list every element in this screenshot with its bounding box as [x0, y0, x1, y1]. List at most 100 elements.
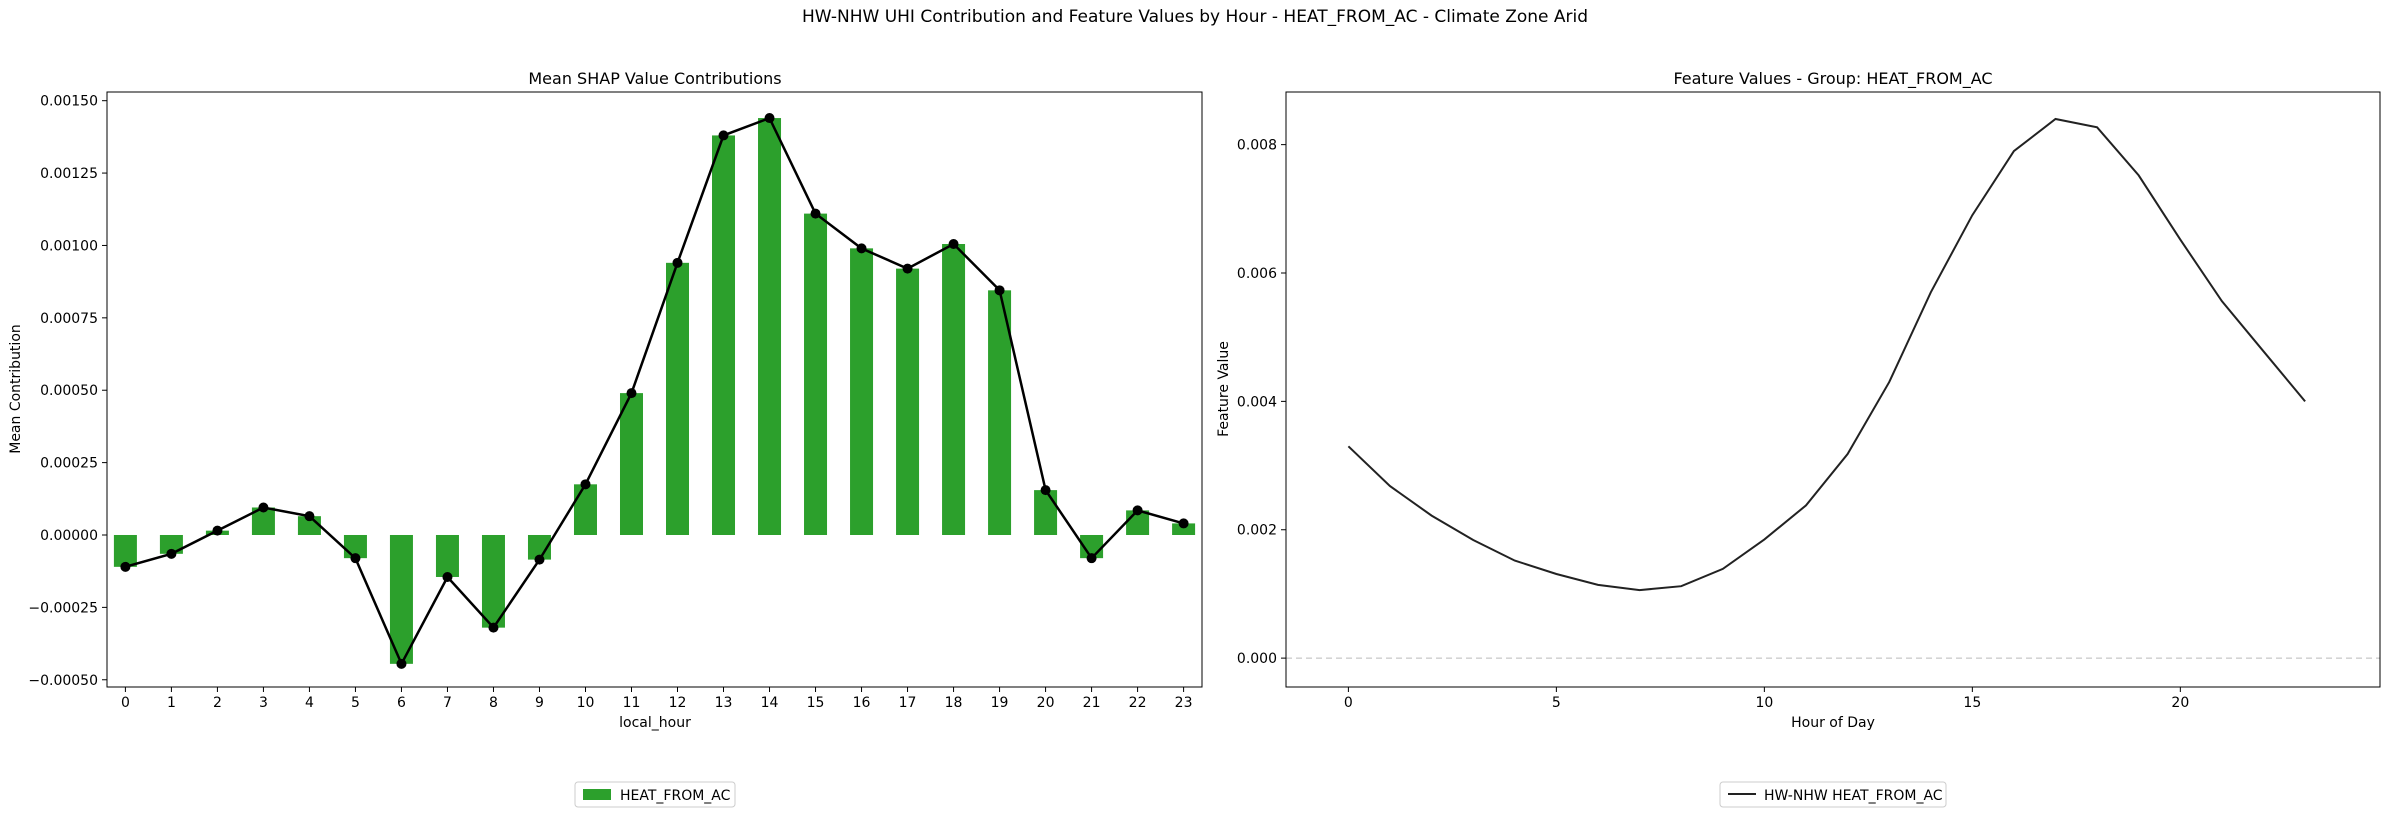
shap-point — [672, 257, 683, 268]
shap-point — [1086, 553, 1097, 564]
shap-bar — [251, 507, 275, 535]
shap-x-tick-label: 13 — [715, 695, 733, 711]
shap-y-tick-label: 0.00075 — [40, 311, 98, 327]
shap-point — [350, 553, 361, 564]
shap-x-tick-label: 1 — [167, 695, 176, 711]
shap-point — [396, 658, 407, 669]
shap-bar — [666, 262, 690, 535]
shap-x-tick-label: 20 — [1037, 695, 1055, 711]
shap-x-tick-label: 17 — [899, 695, 917, 711]
feature-chart-title: Feature Values - Group: HEAT_FROM_AC — [1673, 69, 1992, 89]
shap-point — [580, 479, 591, 490]
shap-y-tick-label: 0.00025 — [40, 456, 98, 472]
shap-y-tick-label: −0.00050 — [28, 673, 98, 689]
shap-bar — [804, 213, 828, 535]
feature-y-tick-label: 0.002 — [1237, 523, 1277, 539]
shap-x-tick-label: 15 — [807, 695, 825, 711]
feature-x-tick-label: 10 — [1755, 695, 1773, 711]
shap-y-tick-label: 0.00050 — [40, 383, 98, 399]
shap-y-tick-label: 0.00150 — [40, 94, 98, 110]
shap-x-tick-label: 2 — [213, 695, 222, 711]
feature-x-tick-label: 0 — [1344, 695, 1353, 711]
shap-point — [856, 243, 867, 254]
shap-legend-frame — [574, 781, 736, 808]
feature-plot-frame — [1285, 91, 2381, 688]
shap-x-tick-label: 12 — [669, 695, 687, 711]
shap-point — [1040, 485, 1051, 496]
feature-y-tick-label: 0.000 — [1237, 651, 1277, 667]
shap-point — [718, 130, 729, 141]
shap-x-tick-label: 16 — [853, 695, 871, 711]
shap-y-tick-label: 0.00100 — [40, 238, 98, 254]
feature-y-axis-label: Feature Value — [1216, 341, 1232, 437]
shap-chart: Mean SHAP Value Contributions 0.00150 0.0… — [8, 69, 1203, 808]
feature-x-axis-label: Hour of Day — [1791, 715, 1875, 731]
feature-series-line — [1347, 117, 2306, 592]
shap-legend-label: HEAT_FROM_AC — [620, 788, 731, 804]
shap-bar — [1172, 523, 1196, 535]
shap-x-tick-label: 9 — [535, 695, 544, 711]
feature-legend-frame — [1719, 781, 1947, 808]
feature-x-tick-label: 20 — [2171, 695, 2189, 711]
shap-x-tick-label: 11 — [623, 695, 641, 711]
shap-y-axis-label: Mean Contribution — [8, 324, 24, 454]
shap-point — [810, 208, 821, 219]
shap-point — [488, 622, 499, 633]
shap-bar — [389, 534, 413, 664]
shap-trend-line — [125, 116, 1184, 667]
shap-bar — [159, 534, 183, 554]
shap-x-tick-label: 5 — [351, 695, 360, 711]
shap-x-tick-label: 0 — [121, 695, 130, 711]
shap-bar — [113, 534, 137, 567]
shap-bar — [1034, 490, 1058, 535]
shap-y-tick-label: −0.00025 — [28, 600, 98, 616]
shap-point — [994, 285, 1005, 296]
shap-y-tick-label: 0.00125 — [40, 166, 98, 182]
shap-legend: HEAT_FROM_AC — [574, 781, 736, 808]
shap-bar — [850, 248, 874, 535]
shap-x-tick-label: 7 — [443, 695, 452, 711]
shap-point — [626, 388, 637, 399]
feature-legend-label: HW-NHW HEAT_FROM_AC — [1764, 788, 1943, 804]
shap-point — [442, 571, 453, 582]
shap-bar — [527, 534, 551, 560]
shap-bar — [942, 244, 966, 535]
shap-point — [258, 502, 269, 513]
shap-bar — [758, 118, 782, 535]
shap-bar — [435, 534, 459, 577]
feature-chart: Feature Values - Group: HEAT_FROM_AC 0.0… — [1216, 69, 2381, 808]
feature-x-tick-label: 15 — [1963, 695, 1981, 711]
feature-y-tick-label: 0.004 — [1237, 394, 1277, 410]
shap-x-tick-label: 18 — [945, 695, 963, 711]
feature-legend: HW-NHW HEAT_FROM_AC — [1719, 781, 1947, 808]
feature-y-tick-label: 0.006 — [1237, 266, 1277, 282]
shap-point — [534, 554, 545, 565]
shap-point — [1132, 505, 1143, 516]
shap-x-tick-label: 3 — [259, 695, 268, 711]
shap-plot-frame — [106, 91, 1203, 688]
shap-point — [304, 511, 315, 522]
shap-bar — [896, 268, 920, 535]
figure-title: HW-NHW UHI Contribution and Feature Valu… — [802, 7, 1588, 27]
shap-legend-swatch — [583, 789, 611, 800]
shap-point — [902, 263, 913, 274]
shap-x-tick-label: 14 — [761, 695, 779, 711]
shap-bar — [712, 135, 736, 535]
feature-y-tick-label: 0.008 — [1237, 138, 1277, 154]
shap-point — [212, 525, 223, 536]
feature-x-tick-label: 5 — [1552, 695, 1561, 711]
shap-x-tick-label: 10 — [577, 695, 595, 711]
shap-bar — [481, 534, 505, 628]
shap-bar — [619, 393, 643, 535]
shap-x-tick-label: 23 — [1175, 695, 1193, 711]
shap-x-axis-label: local_hour — [619, 715, 691, 731]
shap-x-tick-label: 19 — [991, 695, 1009, 711]
shap-x-tick-label: 4 — [305, 695, 314, 711]
shap-point — [948, 239, 959, 250]
shap-y-tick-label: 0.00000 — [40, 528, 98, 544]
shap-chart-title: Mean SHAP Value Contributions — [528, 69, 781, 88]
shap-x-tick-label: 22 — [1129, 695, 1147, 711]
shap-point — [1178, 518, 1189, 529]
shap-point — [166, 548, 177, 559]
